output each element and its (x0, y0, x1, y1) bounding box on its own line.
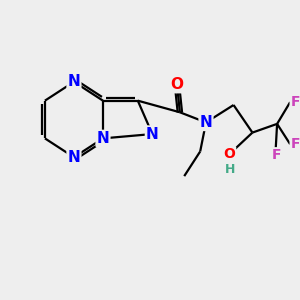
Text: O: O (223, 147, 235, 161)
Text: O: O (170, 77, 184, 92)
Text: F: F (272, 148, 281, 162)
Text: H: H (225, 163, 235, 176)
Text: N: N (200, 115, 212, 130)
Text: N: N (68, 74, 80, 89)
Text: F: F (291, 95, 300, 109)
Text: N: N (68, 150, 80, 165)
Text: N: N (97, 131, 109, 146)
Text: N: N (146, 127, 159, 142)
Text: F: F (291, 137, 300, 151)
